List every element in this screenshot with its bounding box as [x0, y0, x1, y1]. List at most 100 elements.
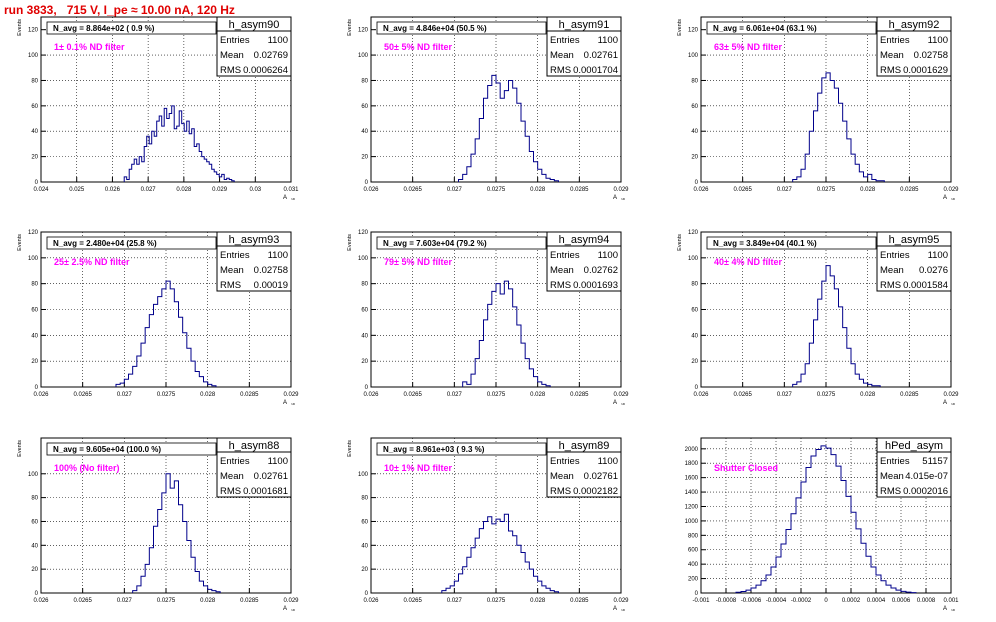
- stats-label: Mean: [880, 50, 904, 61]
- x-tick-label: 0.0275: [817, 392, 836, 398]
- plot-frame: [40, 16, 292, 183]
- histogram-bin: [471, 374, 475, 387]
- histogram-bin: [550, 591, 554, 593]
- x-tick-label: 0.029: [943, 187, 959, 193]
- histogram-bin: [442, 591, 446, 593]
- stats-value: 0.02761: [584, 50, 618, 61]
- histogram-bin: [204, 159, 207, 182]
- histogram-bin: [450, 586, 454, 593]
- histogram-bin: [479, 119, 483, 182]
- histogram-bin: [484, 521, 488, 593]
- y-tick-label: 2000: [685, 447, 699, 453]
- histogram-bin: [158, 510, 162, 593]
- histogram-bin: [199, 377, 203, 387]
- y-tick-label: 0: [695, 591, 699, 597]
- histogram-bin: [809, 343, 813, 387]
- histogram-bin: [901, 591, 906, 593]
- x-axis-title-sub-icon: ᵁᴰ: [621, 402, 625, 407]
- navg-label: N_avg = 7.603e+04 (79.2 %): [383, 239, 487, 248]
- x-tick-label: 0.031: [283, 187, 299, 193]
- stats-box: [216, 245, 292, 292]
- x-tick-label: 0.0285: [240, 392, 259, 398]
- histogram-bin: [154, 526, 158, 593]
- y-tick-label: 40: [691, 333, 698, 339]
- y-tick-label: 0: [35, 385, 39, 391]
- histogram-bin: [214, 172, 217, 182]
- y-tick-label: 20: [691, 359, 698, 365]
- histogram-bin: [488, 517, 492, 593]
- histogram-bin: [513, 88, 517, 182]
- histogram-series: [115, 280, 217, 387]
- stats-label: Mean: [220, 265, 244, 276]
- histogram-bin: [219, 177, 222, 182]
- x-tick-label: 0.026: [363, 187, 379, 193]
- navg-label: N_avg = 8.864e+02 ( 0.9 %): [53, 24, 155, 33]
- navg-box: [376, 442, 547, 456]
- x-tick-label: 0.0265: [73, 598, 92, 604]
- x-tick-label: 0.027: [117, 598, 133, 604]
- histogram-bin: [124, 379, 128, 387]
- filter-label: 50± 5% ND filter: [384, 42, 452, 52]
- histogram-bin: [822, 281, 826, 387]
- x-tick-label: 0.028: [200, 392, 216, 398]
- x-tick-label: 0.027: [447, 187, 463, 193]
- histogram-bin: [197, 144, 200, 182]
- histogram-bin: [141, 343, 145, 387]
- histogram-name: h_asym90: [229, 19, 280, 31]
- histogram-series: [123, 105, 235, 182]
- y-tick-label: 120: [28, 230, 39, 236]
- y-tick-label: 20: [691, 155, 698, 161]
- y-tick-label: 0: [695, 180, 699, 186]
- y-tick-label: 60: [31, 104, 38, 110]
- filter-label: 63± 5% ND filter: [714, 42, 782, 52]
- stats-value: 0.00019: [254, 280, 288, 291]
- histogram-bin: [183, 521, 187, 593]
- histogram-bin: [741, 592, 746, 593]
- histogram-name: h_asym89: [559, 440, 610, 452]
- histogram-series: [458, 74, 559, 182]
- stats-value: 1100: [598, 456, 618, 467]
- x-axis-title-icon: A: [943, 400, 947, 406]
- stats-label: Mean: [550, 265, 574, 276]
- histogram-bin: [191, 361, 195, 387]
- x-axis-title-icon: A: [613, 195, 617, 201]
- histogram-bin: [826, 448, 831, 593]
- histogram-bin: [805, 364, 809, 387]
- histogram-bin: [492, 524, 496, 593]
- histogram-bin: [496, 284, 500, 387]
- stats-label: RMS: [880, 280, 901, 291]
- histogram-bin: [496, 83, 500, 182]
- histogram-bin: [116, 384, 120, 387]
- histogram-bin: [479, 529, 483, 593]
- stats-label: Mean: [550, 50, 574, 61]
- navg-label: N_avg = 8.961e+03 ( 9.3 %): [383, 445, 485, 454]
- stats-value: 1100: [268, 35, 288, 46]
- x-tick-label: 0.0265: [73, 392, 92, 398]
- histogram-bin: [149, 315, 153, 387]
- y-tick-label: 100: [688, 53, 699, 59]
- histogram-bin: [542, 384, 546, 387]
- histogram-bin: [496, 519, 500, 593]
- histogram-bin: [866, 556, 871, 593]
- stats-value: 0.0276: [919, 265, 948, 276]
- y-axis-title: Events: [347, 19, 353, 36]
- histogram-bin: [488, 304, 492, 387]
- x-tick-label: 0.027: [117, 392, 133, 398]
- filter-label: 79± 5% ND filter: [384, 257, 452, 267]
- histogram-bin: [195, 572, 199, 593]
- histogram-bin: [847, 348, 851, 387]
- x-tick-label: 0.026: [363, 392, 379, 398]
- panel-h_asym90: 0.024 0.025 0.026 0.027 0.028 0.029 0.03 0.031 0…: [17, 16, 299, 202]
- y-tick-label: 80: [361, 496, 368, 502]
- histogram-bin: [154, 136, 157, 182]
- y-tick-label: 100: [28, 472, 39, 478]
- y-tick-label: 100: [688, 256, 699, 262]
- y-tick-label: 0: [35, 180, 39, 186]
- histogram-bin: [876, 575, 881, 593]
- histogram-bin: [534, 377, 538, 387]
- x-tick-label: -0.0004: [766, 598, 787, 604]
- stats-label: RMS: [550, 280, 571, 291]
- histogram-bin: [525, 136, 529, 182]
- histogram-bin: [209, 164, 212, 182]
- histogram-bin: [796, 498, 801, 593]
